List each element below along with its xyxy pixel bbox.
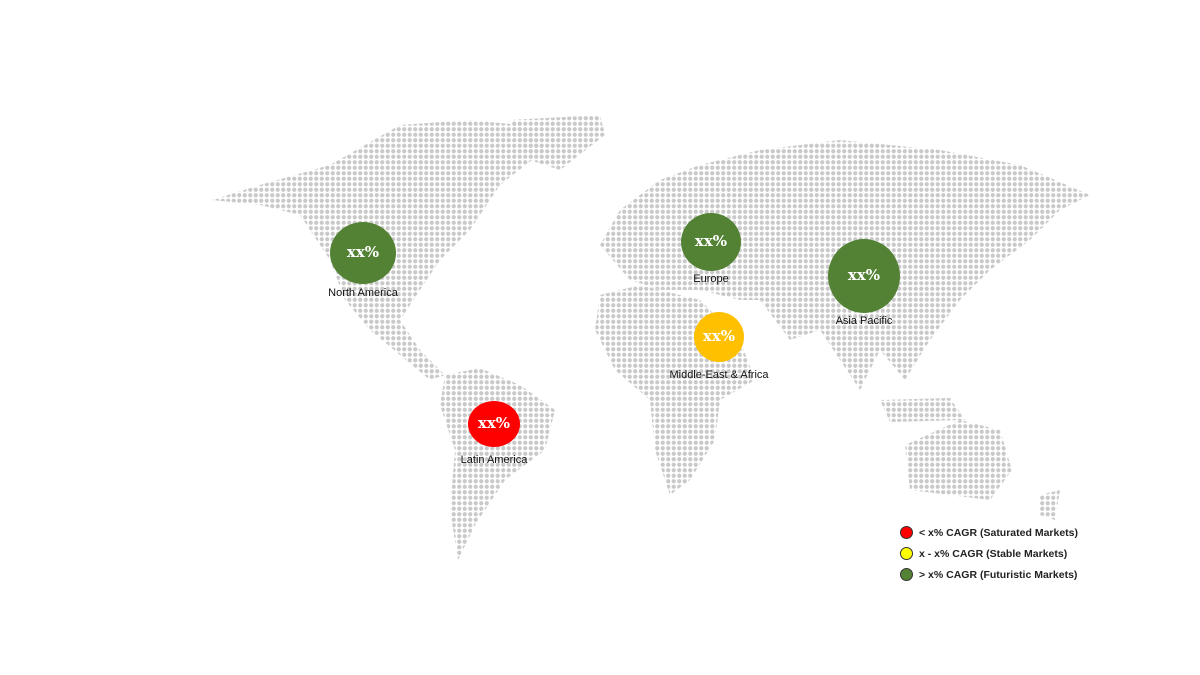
- legend-item-saturated: < x% CAGR (Saturated Markets): [900, 522, 1078, 543]
- legend-item-futuristic: > x% CAGR (Futuristic Markets): [900, 564, 1078, 585]
- bubble-middle-east-africa: [694, 312, 744, 362]
- legend-item-stable: x - x% CAGR (Stable Markets): [900, 543, 1078, 564]
- region-label-asia-pacific: Asia Pacific: [836, 315, 893, 327]
- region-label-latin-america: Latin America: [461, 454, 529, 466]
- bubble-value-north-america: xx%: [347, 243, 379, 261]
- region-label-north-america: North America: [328, 287, 399, 299]
- bubble-value-latin-america: xx%: [478, 414, 510, 432]
- continent-australia: [905, 420, 1012, 500]
- legend-label: < x% CAGR (Saturated Markets): [919, 526, 1079, 539]
- legend-red-dot-icon: [900, 526, 913, 539]
- continent-new-zealand: [1040, 490, 1060, 520]
- legend: < x% CAGR (Saturated Markets) x - x% CAG…: [900, 522, 1078, 585]
- continent-south-america: [440, 368, 555, 560]
- continent-indonesia: [880, 398, 965, 422]
- legend-label: x - x% CAGR (Stable Markets): [919, 547, 1068, 560]
- bubble-asia-pacific: [828, 239, 900, 313]
- region-label-europe: Europe: [693, 273, 728, 285]
- bubble-value-asia-pacific: xx%: [848, 266, 880, 284]
- bubble-value-middle-east-africa: xx%: [703, 327, 735, 345]
- bubble-latin-america: [468, 401, 520, 447]
- bubble-europe: [681, 213, 741, 271]
- legend-yellow-dot-icon: [900, 547, 913, 560]
- legend-green-dot-icon: [900, 568, 913, 581]
- region-label-middle-east-africa: Middle-East & Africa: [669, 369, 769, 381]
- bubble-north-america: [330, 222, 396, 284]
- continent-greenland: [510, 115, 605, 170]
- bubble-value-europe: xx%: [695, 232, 727, 250]
- legend-label: > x% CAGR (Futuristic Markets): [919, 568, 1078, 581]
